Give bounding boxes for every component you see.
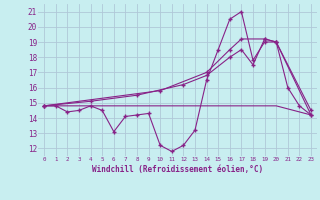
X-axis label: Windchill (Refroidissement éolien,°C): Windchill (Refroidissement éolien,°C) [92,165,263,174]
